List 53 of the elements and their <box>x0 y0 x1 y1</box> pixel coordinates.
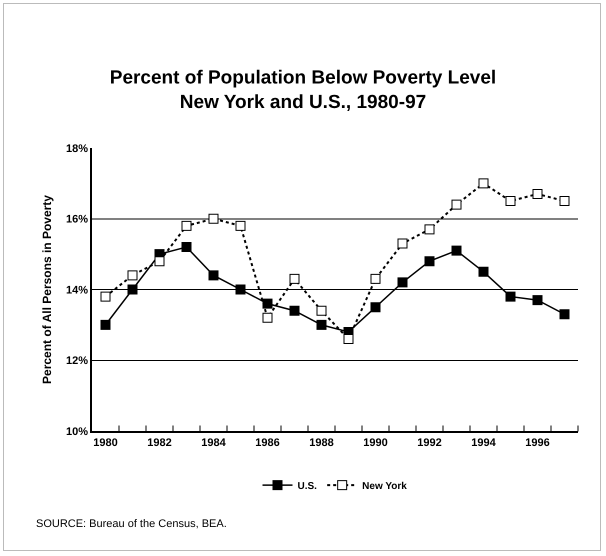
point <box>100 292 110 302</box>
point <box>398 277 408 288</box>
x-tick-label: 1988 <box>309 436 334 449</box>
x-tick-label: 1996 <box>525 436 550 449</box>
y-tick-label: 10% <box>66 426 88 438</box>
point <box>560 309 570 320</box>
point <box>290 306 300 316</box>
point <box>128 284 138 294</box>
point <box>236 284 246 294</box>
x-tick-label: 1984 <box>201 436 227 449</box>
point <box>506 196 516 206</box>
point <box>316 306 326 316</box>
point <box>506 292 516 302</box>
point <box>424 224 434 234</box>
point <box>452 200 462 210</box>
point <box>532 295 542 306</box>
point <box>370 274 380 284</box>
x-tick-label: 1980 <box>93 436 118 449</box>
point <box>100 320 110 330</box>
point <box>262 298 272 309</box>
point <box>532 188 542 199</box>
legend-label: New York <box>362 481 408 492</box>
chart-title: Percent of Population Below Poverty Level New York and U.S., 1980-97 <box>110 67 496 114</box>
x-tick-label: 1986 <box>255 436 280 449</box>
point <box>208 270 218 280</box>
x-tick-label: 1990 <box>363 436 388 449</box>
point <box>398 238 408 249</box>
point <box>370 302 380 312</box>
point <box>262 312 272 323</box>
point <box>452 246 462 256</box>
x-tick-label: 1982 <box>147 436 172 449</box>
point <box>478 178 488 188</box>
y-tick-label: 14% <box>66 284 88 296</box>
point <box>236 220 246 231</box>
point <box>424 256 434 266</box>
y-axis-title: Percent of All Persons in Poverty <box>40 194 54 384</box>
x-tick-label: 1992 <box>417 436 442 449</box>
y-tick-label: 16% <box>66 214 88 226</box>
point <box>208 214 218 224</box>
source-note: SOURCE: Bureau of the Census, BEA. <box>36 518 227 530</box>
legend-label: U.S. <box>298 481 318 492</box>
point <box>128 270 138 280</box>
point <box>182 220 192 231</box>
y-tick-label: 18% <box>66 142 88 155</box>
point <box>560 196 570 206</box>
x-tick-label: 1994 <box>471 436 497 449</box>
point <box>290 274 300 284</box>
point <box>182 242 192 252</box>
point <box>478 266 488 277</box>
y-tick-label: 12% <box>66 355 88 368</box>
point <box>154 256 164 266</box>
point <box>316 320 326 330</box>
point <box>344 334 354 344</box>
